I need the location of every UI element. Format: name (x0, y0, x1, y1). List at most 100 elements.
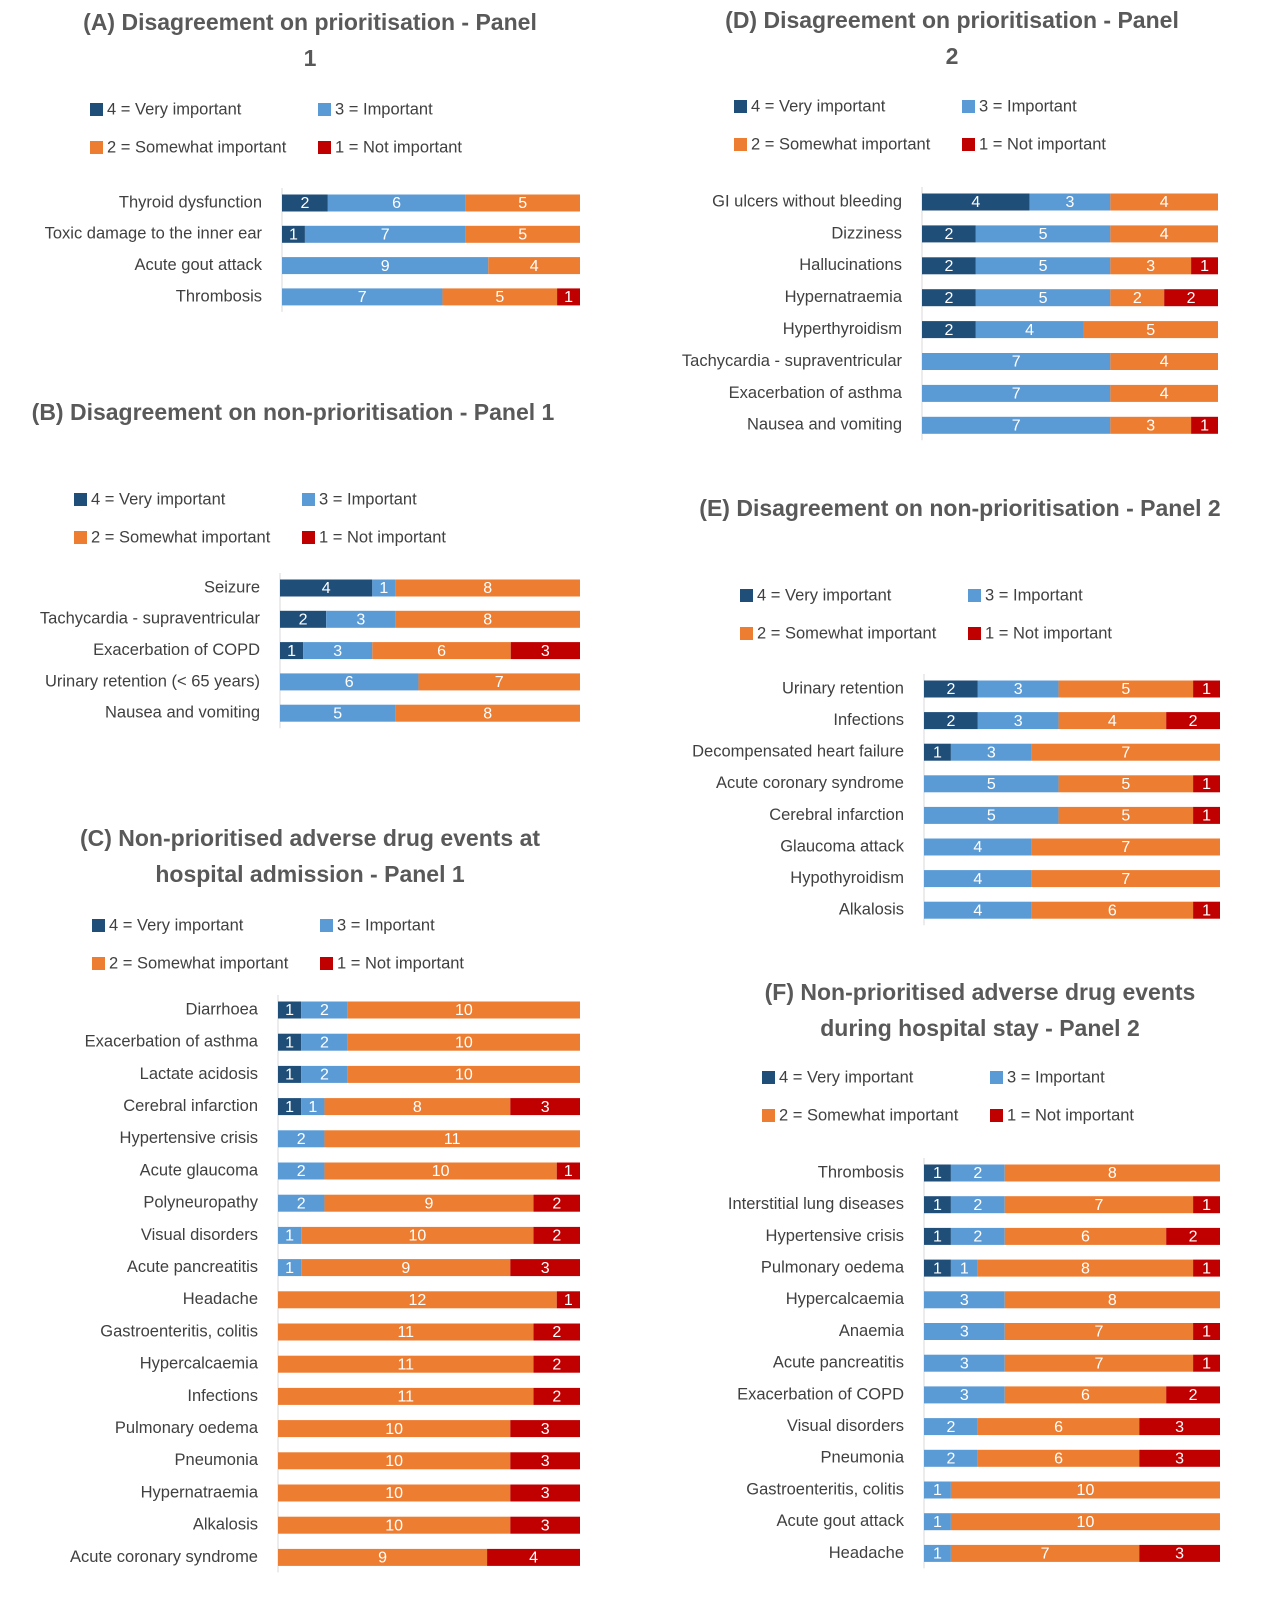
bar-segment (924, 1449, 978, 1467)
value-label: 2 (552, 1389, 561, 1406)
bar-segment (1031, 901, 1194, 919)
value-label: 6 (437, 643, 446, 660)
legend-label: 3 = Important (319, 490, 417, 508)
value-label: 4 (973, 871, 982, 888)
value-label: 3 (1066, 194, 1075, 211)
bar-segment (1031, 870, 1220, 888)
value-label: 11 (444, 1131, 461, 1148)
value-label: 1 (289, 227, 298, 244)
value-label: 5 (1039, 258, 1048, 275)
value-label: 1 (564, 289, 573, 306)
legend-swatch (74, 493, 87, 506)
value-label: 2 (1133, 290, 1142, 307)
value-label: 2 (946, 713, 955, 730)
value-label: 1 (933, 1546, 942, 1563)
legend-swatch (990, 1109, 1003, 1122)
value-label: 9 (378, 1550, 387, 1567)
value-label: 10 (1077, 1514, 1095, 1531)
category-label: Tachycardia - supraventricular (682, 352, 903, 370)
category-label: GI ulcers without bleeding (712, 192, 902, 210)
bar-segment (510, 1098, 580, 1116)
value-label: 3 (1175, 1451, 1184, 1468)
value-label: 4 (1160, 386, 1169, 403)
value-label: 7 (1041, 1546, 1050, 1563)
bar-segment (1110, 416, 1192, 434)
value-label: 10 (385, 1421, 403, 1438)
bar-segment (1004, 1386, 1167, 1404)
bar-segment (304, 225, 466, 243)
category-label: Exacerbation of asthma (85, 1033, 259, 1051)
bar-segment (280, 673, 419, 691)
bar-segment (278, 1516, 511, 1534)
category-label: Polyneuropathy (143, 1194, 258, 1212)
value-label: 6 (1054, 1451, 1063, 1468)
chart-title: (C) Non-prioritised adverse drug events … (79, 825, 541, 887)
legend-label: 4 = Very important (109, 916, 244, 934)
value-label: 7 (1094, 1197, 1103, 1214)
value-label: 1 (933, 1197, 942, 1214)
legend-label: 1 = Not important (335, 138, 462, 156)
legend-swatch (968, 627, 981, 640)
value-label: 4 (1160, 226, 1169, 243)
bar-segment (533, 1194, 580, 1212)
category-label: Glaucoma attack (780, 837, 905, 855)
category-label: Headache (183, 1290, 258, 1308)
legend-swatch (968, 589, 981, 602)
bar-segment (324, 1130, 580, 1148)
value-label: 1 (933, 1260, 942, 1277)
bar-segment (1139, 1449, 1220, 1467)
bar-segment (924, 901, 1032, 919)
value-label: 2 (1189, 1387, 1198, 1404)
value-label: 8 (1108, 1292, 1117, 1309)
value-label: 6 (1108, 902, 1117, 919)
value-label: 2 (320, 1067, 329, 1084)
value-label: 1 (933, 1165, 942, 1182)
bar-segment (278, 1387, 534, 1405)
category-label: Nausea and vomiting (105, 704, 260, 722)
value-label: 4 (1160, 194, 1169, 211)
value-label: 4 (1108, 713, 1117, 730)
value-label: 4 (973, 902, 982, 919)
legend-swatch (320, 919, 333, 932)
value-label: 4 (971, 194, 980, 211)
value-label: 1 (1202, 776, 1211, 793)
category-label: Acute coronary syndrome (70, 1548, 258, 1566)
bar-segment (977, 1418, 1140, 1436)
bar-segment (347, 1001, 580, 1019)
bar-segment (278, 1226, 302, 1244)
legend-label: 1 = Not important (985, 624, 1112, 642)
legend-label: 1 = Not important (979, 135, 1106, 153)
value-label: 3 (333, 643, 342, 660)
bar-segment (1191, 257, 1218, 275)
value-label: 1 (564, 1292, 573, 1309)
value-label: 1 (285, 1260, 294, 1277)
bar-segment (1110, 289, 1165, 307)
bar-segment (510, 1259, 580, 1277)
legend-label: 2 = Somewhat important (757, 624, 937, 642)
bar-segment (280, 704, 396, 722)
category-label: Pneumonia (175, 1451, 259, 1469)
legend-label: 3 = Important (985, 586, 1083, 604)
legend-label: 3 = Important (1007, 1068, 1105, 1086)
bar-segment (1193, 680, 1220, 698)
category-label: Alkalosis (193, 1516, 258, 1534)
bar-segment (487, 1548, 580, 1566)
value-label: 1 (1200, 258, 1209, 275)
bar-segment (324, 1098, 511, 1116)
value-label: 2 (300, 195, 309, 212)
category-label: Hypertensive crisis (120, 1129, 258, 1147)
value-label: 1 (960, 1260, 969, 1277)
bar-segment (1139, 1418, 1220, 1436)
category-label: Exacerbation of COPD (737, 1385, 904, 1403)
bar-segment (1110, 225, 1218, 243)
bar-segment (278, 1098, 302, 1116)
value-label: 1 (285, 1002, 294, 1019)
value-label: 2 (320, 1002, 329, 1019)
bar-segment (924, 870, 1032, 888)
value-label: 4 (530, 258, 539, 275)
value-label: 5 (1121, 808, 1130, 825)
category-label: Hypertensive crisis (766, 1227, 904, 1245)
value-label: 2 (944, 322, 953, 339)
bar-segment (465, 194, 580, 212)
value-label: 6 (1081, 1229, 1090, 1246)
